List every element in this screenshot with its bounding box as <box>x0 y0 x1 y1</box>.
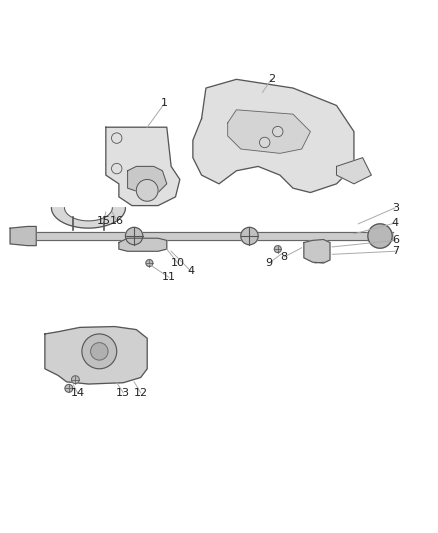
Text: 1: 1 <box>161 98 168 108</box>
Text: 7: 7 <box>392 246 399 256</box>
Circle shape <box>112 133 122 143</box>
Circle shape <box>125 228 143 245</box>
Text: 11: 11 <box>162 272 176 282</box>
Polygon shape <box>228 110 311 154</box>
Circle shape <box>272 126 283 137</box>
Text: 14: 14 <box>71 387 85 398</box>
Text: 2: 2 <box>268 75 275 84</box>
Text: 6: 6 <box>392 236 399 245</box>
Text: 8: 8 <box>281 252 288 262</box>
Circle shape <box>112 163 122 174</box>
Text: 10: 10 <box>171 258 185 268</box>
Polygon shape <box>119 238 167 251</box>
Polygon shape <box>193 79 354 192</box>
Circle shape <box>241 228 258 245</box>
Circle shape <box>65 384 73 392</box>
Text: 4: 4 <box>187 266 194 276</box>
Circle shape <box>259 137 270 148</box>
Circle shape <box>274 246 281 253</box>
Text: 13: 13 <box>116 387 130 398</box>
Circle shape <box>136 180 158 201</box>
Polygon shape <box>127 166 167 192</box>
Text: 16: 16 <box>110 216 124 226</box>
Circle shape <box>368 224 392 248</box>
Polygon shape <box>51 208 125 228</box>
Text: 4: 4 <box>392 218 399 228</box>
Text: 12: 12 <box>134 387 148 398</box>
Circle shape <box>146 260 153 266</box>
Polygon shape <box>304 239 330 263</box>
Text: 15: 15 <box>97 216 111 226</box>
Circle shape <box>71 376 79 384</box>
Polygon shape <box>10 227 36 246</box>
Circle shape <box>91 343 108 360</box>
Text: 3: 3 <box>392 203 399 213</box>
Polygon shape <box>336 158 371 184</box>
Polygon shape <box>106 127 180 206</box>
Text: 9: 9 <box>265 258 272 268</box>
Circle shape <box>82 334 117 369</box>
Polygon shape <box>45 327 147 384</box>
